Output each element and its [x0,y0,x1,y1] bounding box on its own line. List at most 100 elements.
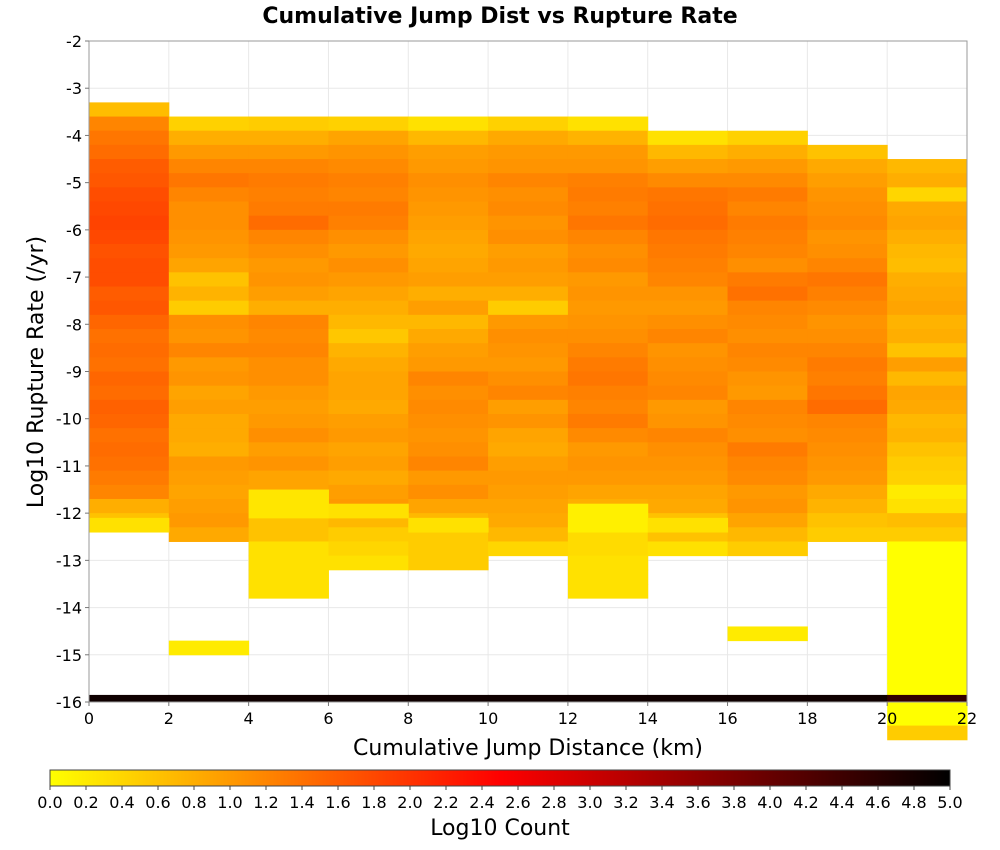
heatmap-cell [567,187,649,203]
heatmap-cell [887,711,968,727]
heatmap-cell [248,244,329,259]
heatmap-cell [89,694,170,703]
heatmap-cell [248,144,329,160]
x-tick-label: 0 [84,709,94,728]
heatmap-cell [248,371,329,387]
heatmap-cell [807,527,888,542]
heatmap-cell [727,187,808,203]
heatmap-cell [567,541,649,557]
heatmap-cell [567,385,649,401]
heatmap-cell [328,187,409,203]
heatmap-cell [168,159,250,174]
heatmap-cell [567,272,649,288]
colorbar-tick-label: 0.2 [73,793,98,812]
heatmap-cell [567,201,649,217]
heatmap-cell [647,470,729,486]
heatmap-cell [647,456,729,472]
heatmap-cell [488,413,569,429]
heatmap-cell [488,201,569,217]
x-tick-label: 22 [957,709,977,728]
heatmap-cell [647,229,729,245]
heatmap-cell [807,229,888,245]
heatmap-cell [567,286,649,302]
heatmap-cell [647,329,729,344]
heatmap-cell [328,244,409,259]
heatmap-cell [408,470,489,486]
heatmap-cell [727,314,808,330]
heatmap-cell [89,343,170,358]
heatmap-cell [408,258,489,273]
heatmap-cell [488,513,569,528]
heatmap-cell [727,413,808,429]
heatmap-cell [248,187,329,203]
heatmap-cell [727,229,808,245]
heatmap-cell [168,144,250,160]
heatmap-cell [807,513,888,528]
heatmap-cell [89,371,170,387]
heatmap-cell [807,357,888,372]
y-tick-label: -3 [66,79,82,98]
heatmap-cell [89,130,170,146]
heatmap-cell [328,470,409,486]
heatmap-cell [807,329,888,344]
heatmap-cell [89,314,170,330]
heatmap-cell [807,428,888,443]
heatmap-cell [647,413,729,429]
heatmap-cell [408,343,489,358]
heatmap-cell [727,130,808,146]
heatmap-cell [168,300,250,316]
heatmap-cell [248,385,329,401]
heatmap-cell [887,626,968,642]
heatmap-cell [567,144,649,160]
heatmap-cell [168,258,250,273]
heatmap-cell [328,116,409,132]
heatmap-cell [168,272,250,288]
heatmap-cell [727,694,808,703]
heatmap-cell [727,498,808,514]
heatmap-cell [168,385,250,401]
heatmap-cell [89,442,170,457]
heatmap-cell [408,413,489,429]
heatmap-cell [408,399,489,415]
heatmap-cell [887,329,968,344]
heatmap-cell [488,215,569,231]
heatmap-cell [408,329,489,344]
heatmap-cell [647,371,729,387]
y-tick-label: -9 [66,363,82,382]
heatmap-cell [488,399,569,415]
colorbar-tick-label: 5.0 [937,793,962,812]
x-tick-label: 16 [717,709,737,728]
heatmap-cell [727,470,808,486]
colorbar-tick-label: 1.0 [217,793,242,812]
heatmap-cell [89,215,170,231]
heatmap-cell [89,159,170,174]
heatmap-cell [168,498,250,514]
heatmap-cell [168,229,250,245]
heatmap-cell [727,484,808,500]
heatmap-cell [807,314,888,330]
heatmap-cell [727,357,808,372]
heatmap-cell [248,215,329,231]
heatmap-cell [567,258,649,273]
heatmap-cell [328,484,409,500]
colorbar-tick-label: 2.6 [505,793,530,812]
heatmap-cell [887,668,968,684]
heatmap-cell [168,399,250,415]
heatmap-cell [647,173,729,188]
heatmap-cell [567,173,649,188]
heatmap-cell [647,244,729,259]
colorbar-tick-label: 1.8 [361,793,386,812]
heatmap-cell [807,201,888,217]
heatmap-cell [807,399,888,415]
y-tick-label: -15 [56,646,82,665]
heatmap-cell [727,371,808,387]
heatmap-cell [727,201,808,217]
heatmap-cell [887,583,968,599]
x-tick-label: 4 [244,709,254,728]
heatmap-cell [567,300,649,316]
heatmap-cell [168,442,250,457]
heatmap-cell [807,187,888,203]
heatmap-cell [727,527,808,542]
colorbar-tick-label: 0.4 [109,793,134,812]
x-tick-label: 14 [638,709,658,728]
